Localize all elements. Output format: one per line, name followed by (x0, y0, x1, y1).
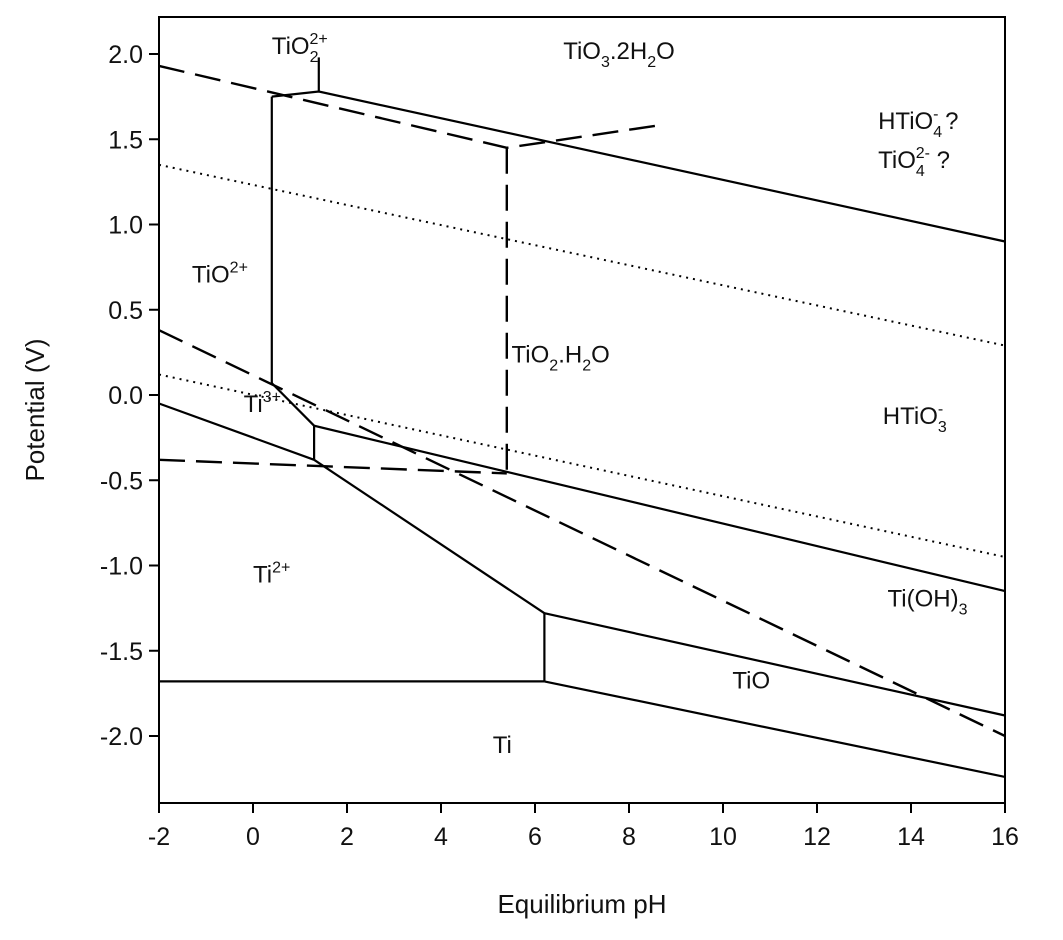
series-line-dashed-11 (158, 64, 658, 150)
species-labels: TiO22+ TiO3.2H2O HTiO4- ? TiO42- ? TiO2+ TiO2… (192, 31, 968, 759)
x-tick-label: 8 (622, 823, 636, 851)
species-label: Ti2+ (253, 560, 290, 589)
ticks-layer: -2 0 2 4 6 8 10 12 14 16 2.0 1.5 1.0 0.5 0.0 -0.5 -1.0 -1… (100, 41, 1019, 851)
species-label: TiO2.H2O (512, 342, 610, 375)
y-axis-label: Potential (V) (20, 338, 50, 481)
x-tick-label: 6 (528, 823, 542, 851)
species-label: TiO22+ (272, 31, 328, 66)
y-tick-label: -2.0 (100, 723, 143, 751)
x-tick-label: 12 (803, 823, 831, 851)
species-label: Ti(OH)3 (888, 585, 968, 618)
species-label: TiO3.2H2O (563, 38, 675, 71)
plot-frame (158, 16, 1006, 804)
species-label: TiO2+ (192, 259, 248, 288)
x-tick-label: 14 (897, 823, 925, 851)
x-axis-label: Equilibrium pH (497, 889, 666, 919)
x-tick-label: 10 (709, 823, 737, 851)
series-line-solid-4 (158, 402, 315, 461)
species-label: TiO42- ? (878, 145, 950, 180)
y-tick-label: 0.5 (108, 297, 143, 325)
series-line-dashed-13 (158, 458, 507, 475)
y-tick-label: -1.5 (100, 638, 143, 666)
species-label: Ti (493, 732, 512, 759)
species-label: HTiO3- (883, 401, 947, 436)
series-line-dashed-14 (158, 329, 1006, 738)
species-label: HTiO4- ? (878, 106, 958, 141)
series-line-dotted-15 (158, 163, 1006, 347)
series-line-solid-7 (544, 612, 1006, 717)
y-tick-label: 1.5 (108, 126, 143, 154)
species-label: TiO (732, 667, 770, 694)
y-tick-label: -0.5 (100, 467, 143, 495)
series-layer (158, 57, 1006, 778)
y-tick-label: 1.0 (108, 212, 143, 240)
series-line-dotted-16 (158, 373, 1006, 558)
y-tick-label: 0.0 (108, 382, 143, 410)
series-line-solid-6 (313, 458, 546, 615)
species-label: Ti3+ (244, 389, 281, 418)
x-tick-label: 4 (434, 823, 448, 851)
x-tick-label: 0 (246, 823, 260, 851)
series-line-solid-10 (544, 680, 1006, 778)
y-tick-label: 2.0 (108, 41, 143, 69)
y-tick-label: -1.0 (100, 553, 143, 581)
x-tick-label: -2 (148, 823, 170, 851)
x-tick-label: 2 (340, 823, 354, 851)
x-tick-label: 16 (991, 823, 1019, 851)
